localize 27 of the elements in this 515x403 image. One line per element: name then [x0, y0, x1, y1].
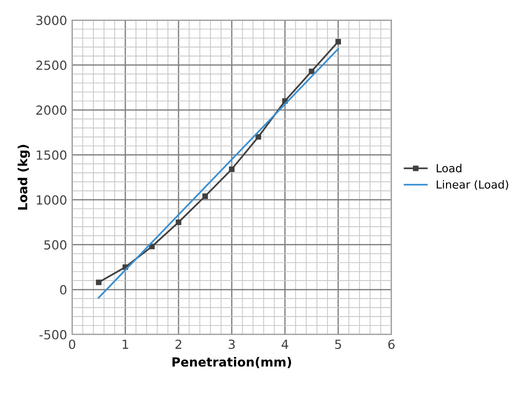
x-tick-label: 3: [228, 340, 235, 350]
point: [149, 244, 155, 250]
y-tick-label: 2500: [36, 60, 66, 70]
x-tick-label: 1: [122, 340, 128, 349]
y-tick-label: 0: [60, 285, 66, 295]
point: [256, 134, 262, 140]
point: [228, 166, 235, 172]
point: [176, 219, 182, 226]
y-tick-label: 2000: [36, 105, 66, 115]
y-axis-title: Load (kg): [18, 144, 30, 210]
point: [96, 280, 102, 286]
point: [202, 193, 208, 199]
x-tick-label: 2: [175, 340, 182, 349]
y-tick-label: -500: [39, 330, 66, 340]
x-tick-label: 6: [388, 340, 395, 350]
y-tick-label: 500: [44, 240, 66, 250]
y-tick-label: 1000: [36, 195, 66, 205]
legend-label: Load: [436, 164, 462, 172]
point: [335, 38, 341, 44]
x-axis-title: Penetration(mm): [172, 357, 292, 368]
point: [308, 68, 314, 74]
x-tick-label: 0: [68, 340, 76, 350]
y-tick-label: 1500: [36, 150, 66, 160]
y-tick-label: 3000: [36, 16, 66, 26]
legend-label: Linear (Load): [436, 180, 508, 190]
x-tick-label: 5: [335, 340, 342, 350]
x-tick-label: 4: [282, 340, 288, 349]
